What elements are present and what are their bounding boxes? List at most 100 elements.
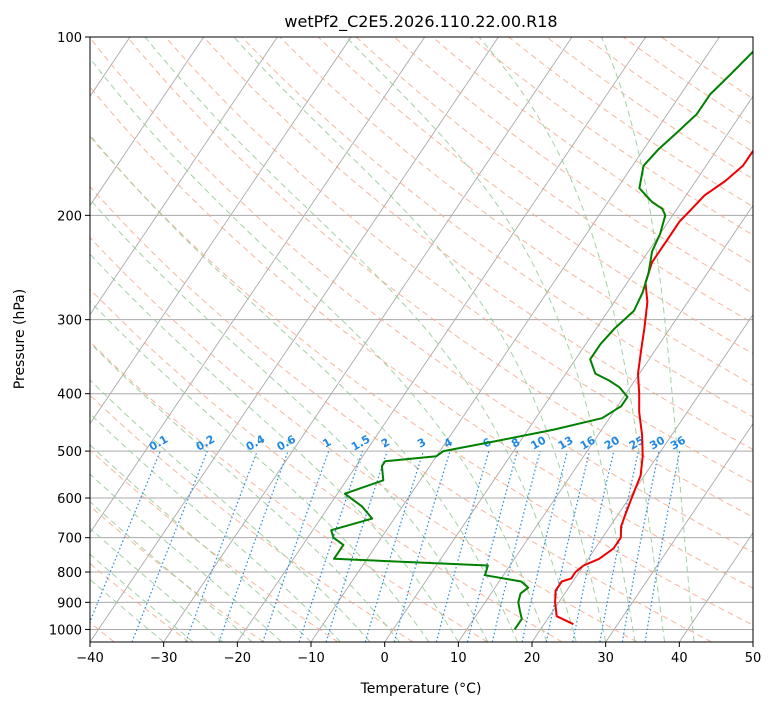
background-lines [0,37,753,642]
mixing-ratio-line [90,450,161,624]
moist-adiabat-line [601,37,695,642]
y-tick-label: 500 [57,445,82,460]
x-tick-label: −30 [150,651,177,666]
isotherm-line [678,532,753,642]
isotherm-line [236,37,647,642]
x-tick-label: 30 [597,651,614,666]
mixing-ratio-line [364,450,424,642]
dry-adiabat-line [90,37,753,553]
x-tick-label: −20 [224,651,251,666]
isotherm-line [384,95,753,642]
isotherm-line [310,37,720,642]
dry-adiabat-line [90,185,712,642]
y-tick-label: 400 [57,388,82,403]
isotherm-line [163,37,573,642]
isotherm-line [605,422,753,642]
y-tick-label: 600 [57,492,82,507]
moist-adiabat-line [90,553,194,642]
y-tick-label: 900 [57,596,82,611]
moist-adiabat-line [90,134,518,642]
mixing-ratio-label: 1 [320,436,333,451]
series-layer [330,50,753,630]
mixing-ratio-line [435,450,490,642]
moist-adiabat-line [90,501,253,642]
chart-title: wetPf2_C2E5.2026.110.22.00.R18 [284,12,557,32]
background-labels: 0.1 0.2 0.4 0.6 1 1.5 2 3 4 6 8 10 13 16 20 25 30 36 [147,432,688,453]
mixing-ratio-label: 1.5 [349,433,372,454]
y-tick-label: 100 [57,31,82,46]
moist-adiabat-line [90,57,548,642]
y-tick-label: 200 [57,209,82,224]
moist-adiabat-line [90,198,489,642]
isotherm-line [0,37,56,642]
x-tick-label: −40 [76,651,103,666]
x-tick-label: 40 [671,651,688,666]
mixing-ratio-line [521,450,568,642]
isotherm-line [90,37,499,642]
mixing-ratio-label: 16 [578,433,598,452]
isotherm-line [457,204,753,642]
x-axis-title: Temperature (°C) [360,681,482,697]
dry-adiabat-line [279,37,753,386]
moist-adiabat-line [90,379,371,642]
moist-adiabat-line [478,37,666,642]
dry-adiabat-line [90,562,190,642]
y-tick-label: 1000 [49,623,82,638]
mixing-ratio-label: 10 [528,433,548,452]
y-tick-label: 300 [57,314,82,329]
x-axis: −40 −30 −20 −10 0 10 20 30 40 50 [76,642,761,666]
dry-adiabat-line [90,394,414,642]
dry-adiabat-line [90,236,638,642]
isotherm-line [90,37,426,534]
moist-adiabat-line [90,342,400,642]
y-axis-title: Pressure (hPa) [12,289,28,389]
moist-adiabat-line [90,578,165,642]
x-tick-label: 50 [745,651,762,666]
dry-adiabat-line [622,37,753,126]
mixing-ratio-label: 3 [415,436,428,451]
mixing-ratio-label: 0.4 [244,432,268,453]
mixing-ratio-label: 0.2 [194,433,217,454]
mixing-ratio-line [298,450,363,642]
mixing-ratio-line [185,450,258,642]
dry-adiabat-line [241,37,753,418]
temperature-profile-line [554,149,753,626]
plot-frame [89,36,754,643]
mixing-ratio-line [325,450,388,642]
mixing-ratio-line [491,450,541,642]
mixing-ratio-label: 20 [602,433,622,452]
mixing-ratio-line [131,450,208,642]
mixing-ratio-line [262,450,330,642]
dry-adiabat-line [90,505,264,642]
isotherm-line [90,37,205,207]
mixing-ratio-line [545,450,591,642]
dry-adiabat-line [317,37,753,355]
moist-adiabat-line [90,300,430,642]
mixing-ratio-line [218,450,289,642]
mixing-ratio-line [393,450,451,642]
dewpoint-profile-line [330,50,753,630]
dry-adiabat-line [470,37,753,236]
moist-adiabat-line [144,37,577,642]
x-tick-label: −10 [297,651,324,666]
isotherm-line [531,313,753,642]
dry-adiabat-line [90,86,753,589]
y-tick-label: 800 [57,566,82,581]
isotherm-line [90,37,278,316]
dry-adiabat-line [90,340,488,642]
dry-adiabat-line [90,449,339,642]
dry-adiabat-line [660,37,753,100]
mixing-ratio-label: 0.6 [275,432,299,453]
isotherm-line [752,641,753,642]
x-tick-label: 0 [381,651,389,666]
y-tick-label: 700 [57,532,82,547]
mixing-ratio-label: 30 [647,433,667,452]
x-tick-label: 20 [524,651,541,666]
moist-adiabat-line [233,37,607,642]
y-axis: 1000 900 800 700 600 500 400 300 200 100 [49,31,90,638]
moist-adiabat-line [90,413,341,642]
mixing-ratio-line [644,450,681,642]
moist-adiabat-line [345,37,636,642]
dry-adiabat-line [90,135,753,626]
